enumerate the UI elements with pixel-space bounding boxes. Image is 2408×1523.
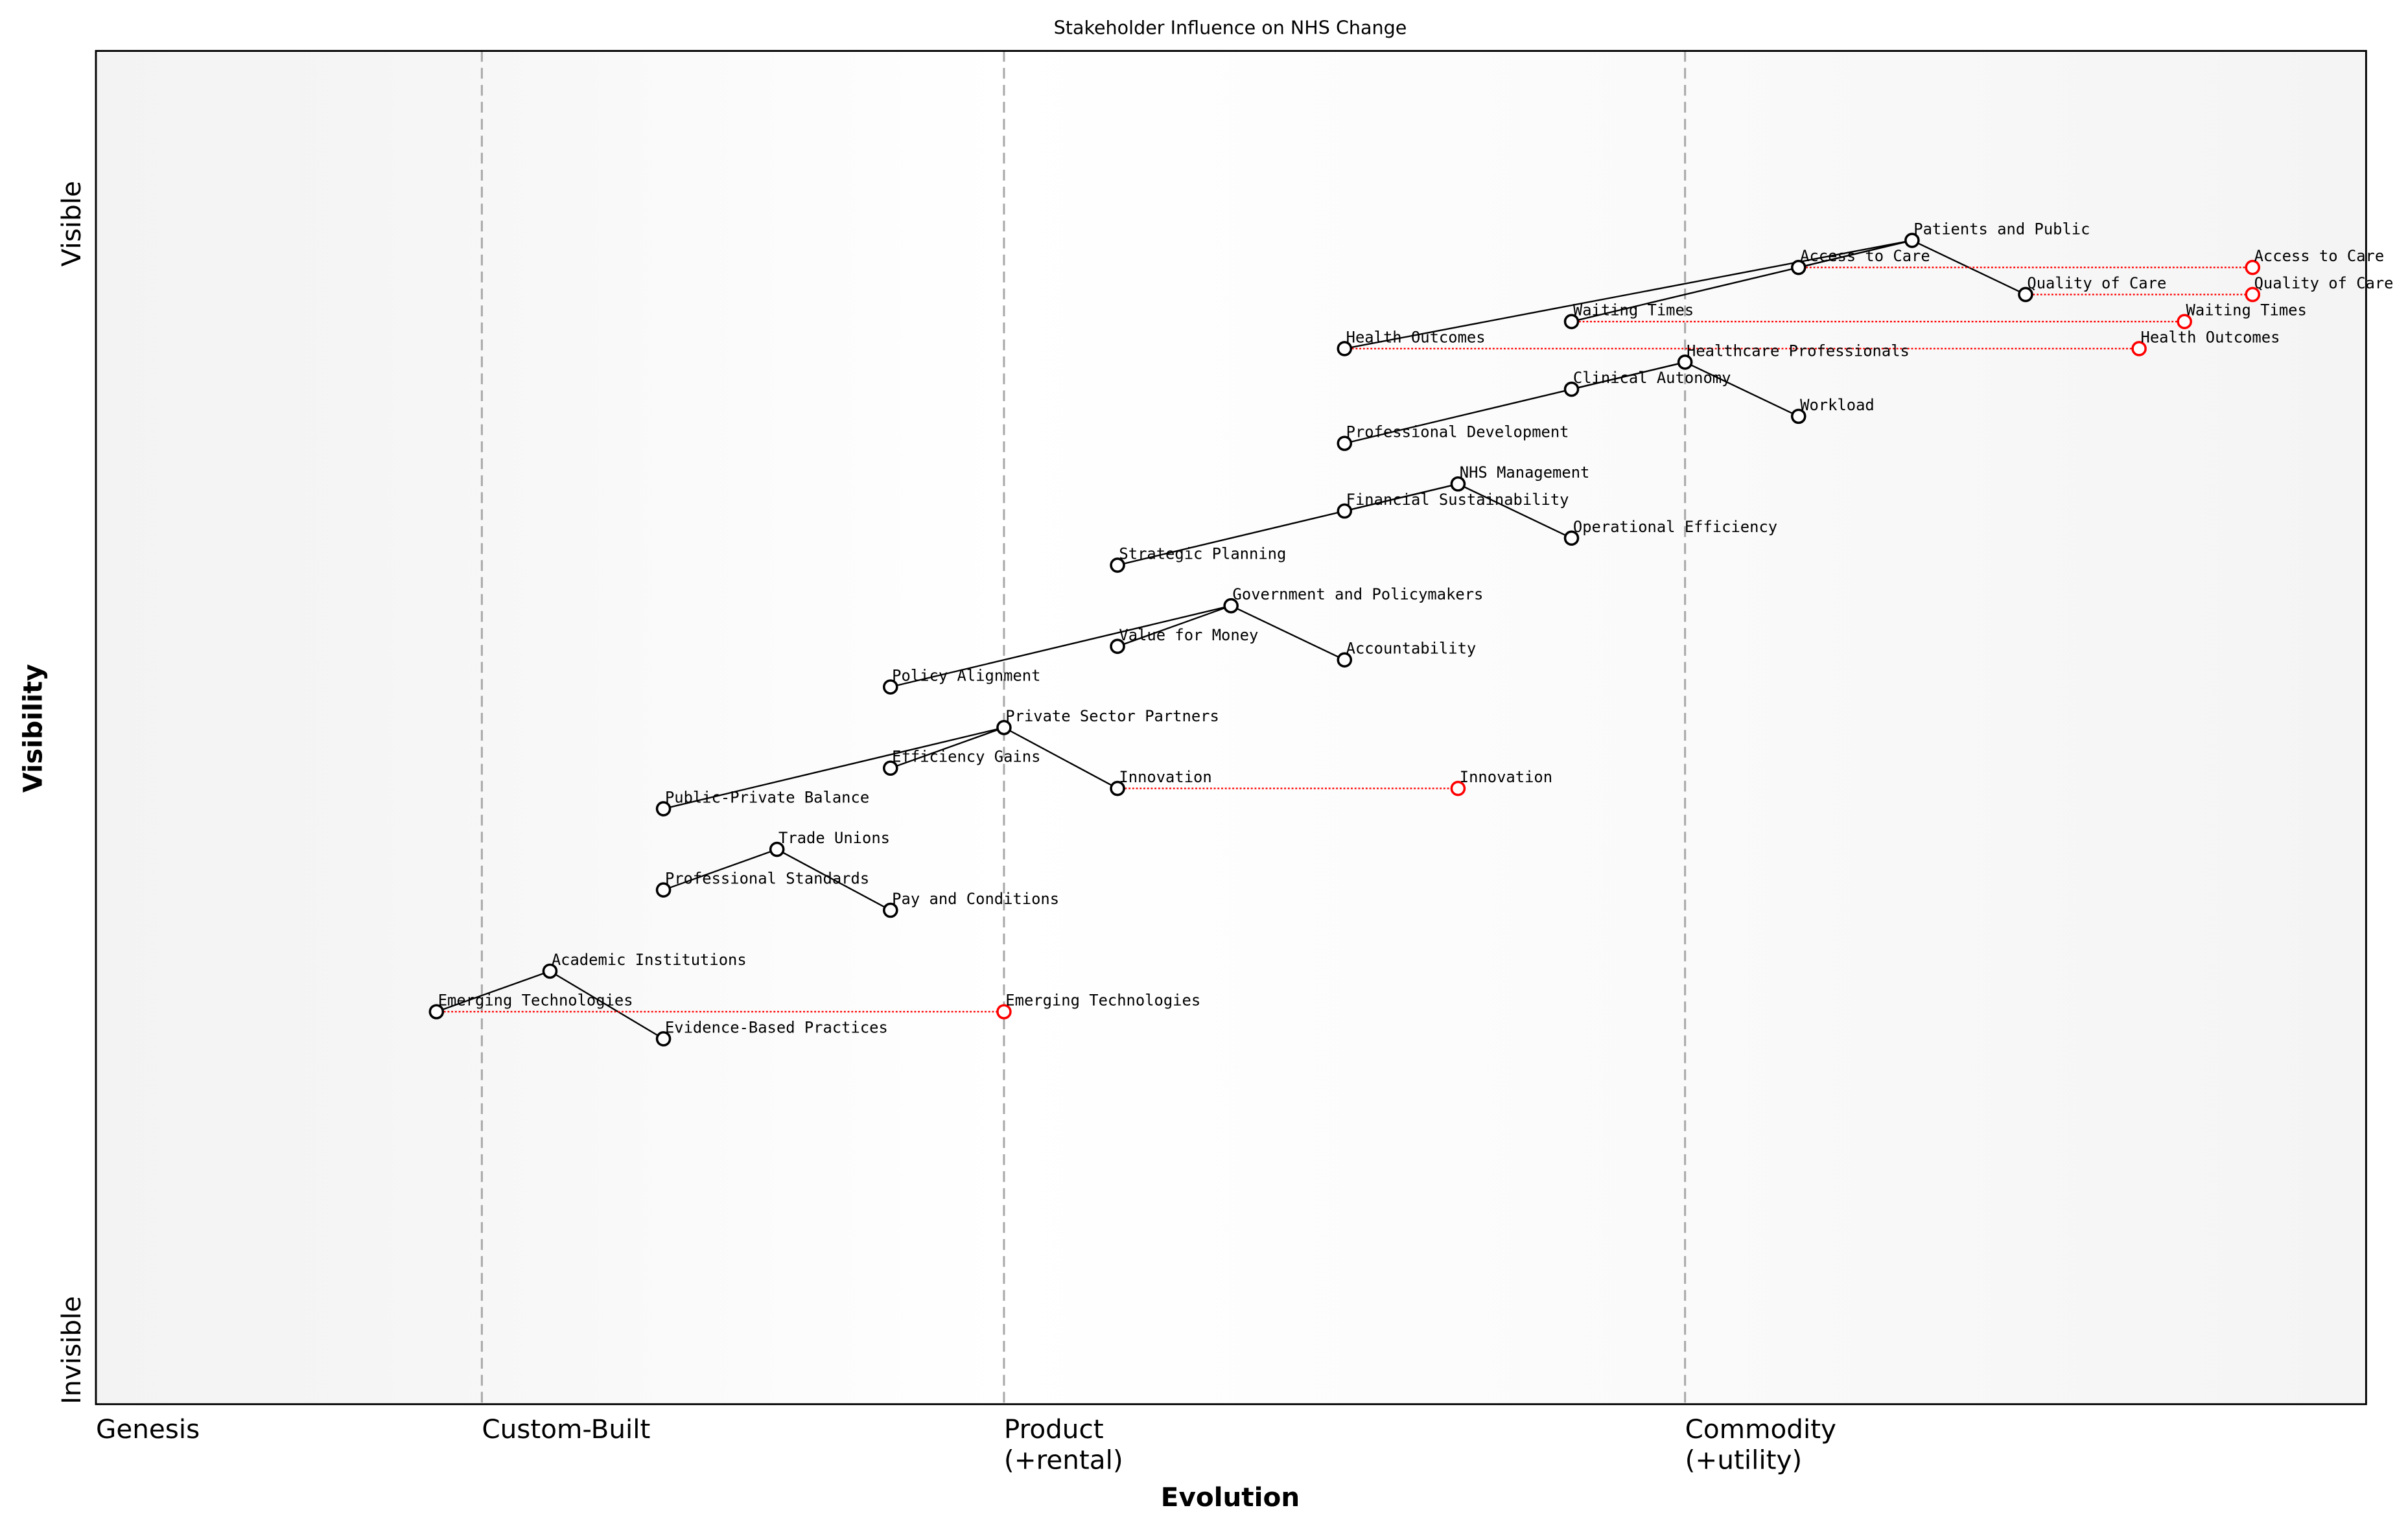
x-stage-label-custom-built: Custom-Built [482,1413,650,1445]
component-point-public-private-balance [655,801,672,817]
component-point-pay-and-conditions [883,902,898,918]
component-point-innovation [1110,780,1125,796]
evolved-point-access-to-care [2245,259,2261,275]
component-point-healthcare-professionals [1677,355,1693,370]
link-academic-institutions-to-evidence-based-practices [549,970,664,1040]
component-point-trade-unions [769,841,785,857]
component-label-trade-unions: Trade Unions [778,829,890,847]
component-label-innovation: Innovation [1119,768,1211,786]
link-patients-and-public-to-quality-of-care [1911,239,2026,296]
component-point-health-outcomes [1337,341,1353,356]
component-point-patients-and-public [1904,233,1920,248]
link-trade-unions-to-professional-standards [663,848,778,891]
component-point-academic-institutions [542,963,558,979]
component-label-clinical-autonomy: Clinical Autonomy [1573,369,1731,387]
component-point-government-and-policymakers [1223,598,1239,614]
component-label-professional-development: Professional Development [1346,423,1569,441]
x-stage-label-genesis: Genesis [96,1413,200,1445]
component-point-workload [1790,408,1806,424]
y-tick-invisible: Invisible [56,1296,87,1404]
evolved-label-waiting-times: Waiting Times [2186,301,2307,320]
component-point-operational-efficiency [1563,530,1580,546]
evolved-point-innovation [1450,780,1466,796]
link-healthcare-professionals-to-professional-development [1344,361,1685,445]
plot-background [95,51,2367,1404]
component-label-professional-standards: Professional Standards [665,870,869,888]
link-private-sector-partners-to-innovation [1003,727,1118,789]
plot-frame [95,50,2367,1406]
component-point-strategic-planning [1110,557,1125,573]
component-point-access-to-care [1790,259,1806,275]
component-point-efficiency-gains [883,760,898,776]
evolved-label-emerging-technologies: Emerging Technologies [1005,992,1200,1010]
chart-title: Stakeholder Influence on NHS Change [1054,16,1407,38]
component-point-waiting-times [1563,314,1580,329]
x-axis-label: Evolution [1161,1482,1300,1513]
component-point-private-sector-partners [996,719,1012,736]
evolved-label-access-to-care: Access to Care [2254,247,2385,265]
evolved-label-health-outcomes: Health Outcomes [2141,328,2280,346]
component-label-operational-efficiency: Operational Efficiency [1573,518,1777,536]
component-label-waiting-times: Waiting Times [1573,301,1694,320]
link-government-and-policymakers-to-policy-alignment [890,605,1232,688]
y-tick-visible: Visible [56,181,87,266]
component-label-value-for-money: Value for Money [1119,626,1258,644]
component-label-strategic-planning: Strategic Planning [1119,545,1286,563]
link-private-sector-partners-to-public-private-balance [663,727,1005,810]
link-nhs-management-to-strategic-planning [1117,483,1458,566]
evolved-point-waiting-times [2177,314,2192,329]
component-label-financial-sustainability: Financial Sustainability [1346,491,1569,509]
component-label-policy-alignment: Policy Alignment [892,666,1040,684]
link-patients-and-public-to-waiting-times [1571,239,1913,323]
link-government-and-policymakers-to-accountability [1230,605,1345,661]
component-point-nhs-management [1450,476,1466,492]
component-point-emerging-technologies [428,1004,445,1019]
component-point-evidence-based-practices [655,1031,672,1047]
component-point-accountability [1337,652,1353,668]
component-label-patients-and-public: Patients and Public [1913,220,2090,238]
x-stage-label-product: Product (+rental) [1004,1413,1123,1476]
component-label-healthcare-professionals: Healthcare Professionals [1687,342,1910,360]
component-label-quality-of-care: Quality of Care [2027,274,2166,292]
link-patients-and-public-to-health-outcomes [1344,239,1913,350]
component-label-public-private-balance: Public-Private Balance [665,788,869,806]
evolved-label-quality-of-care: Quality of Care [2254,274,2394,292]
link-healthcare-professionals-to-workload [1685,361,1799,417]
component-label-private-sector-partners: Private Sector Partners [1005,707,1219,725]
evolved-point-quality-of-care [2245,286,2261,303]
y-axis-label: Visibility [18,664,49,793]
link-nhs-management-to-operational-efficiency [1457,483,1572,539]
component-label-pay-and-conditions: Pay and Conditions [892,890,1059,908]
link-academic-institutions-to-emerging-technologies [436,970,550,1013]
component-point-clinical-autonomy [1563,381,1580,397]
link-government-and-policymakers-to-value-for-money [1117,605,1232,647]
x-stage-label-commodity: Commodity (+utility) [1685,1413,1836,1476]
component-label-accountability: Accountability [1346,640,1477,658]
component-label-government-and-policymakers: Government and Policymakers [1233,585,1484,603]
component-label-access-to-care: Access to Care [1800,247,1930,265]
component-label-health-outcomes: Health Outcomes [1346,328,1486,346]
evolved-label-innovation: Innovation [1460,768,1552,786]
component-point-value-for-money [1110,638,1125,655]
component-point-professional-standards [655,882,672,898]
component-point-policy-alignment [883,679,898,695]
component-label-evidence-based-practices: Evidence-Based Practices [665,1018,888,1036]
component-label-academic-institutions: Academic Institutions [552,951,747,969]
component-label-efficiency-gains: Efficiency Gains [892,748,1040,766]
evolved-point-health-outcomes [2131,341,2147,356]
component-label-nhs-management: NHS Management [1460,463,1590,482]
link-private-sector-partners-to-efficiency-gains [890,727,1005,769]
component-label-workload: Workload [1800,396,1875,414]
evolved-point-emerging-technologies [996,1004,1012,1019]
component-point-quality-of-care [2018,286,2033,303]
link-trade-unions-to-pay-and-conditions [777,848,891,911]
component-point-financial-sustainability [1337,503,1353,519]
component-point-professional-development [1337,436,1353,451]
component-label-emerging-technologies: Emerging Technologies [438,992,633,1010]
